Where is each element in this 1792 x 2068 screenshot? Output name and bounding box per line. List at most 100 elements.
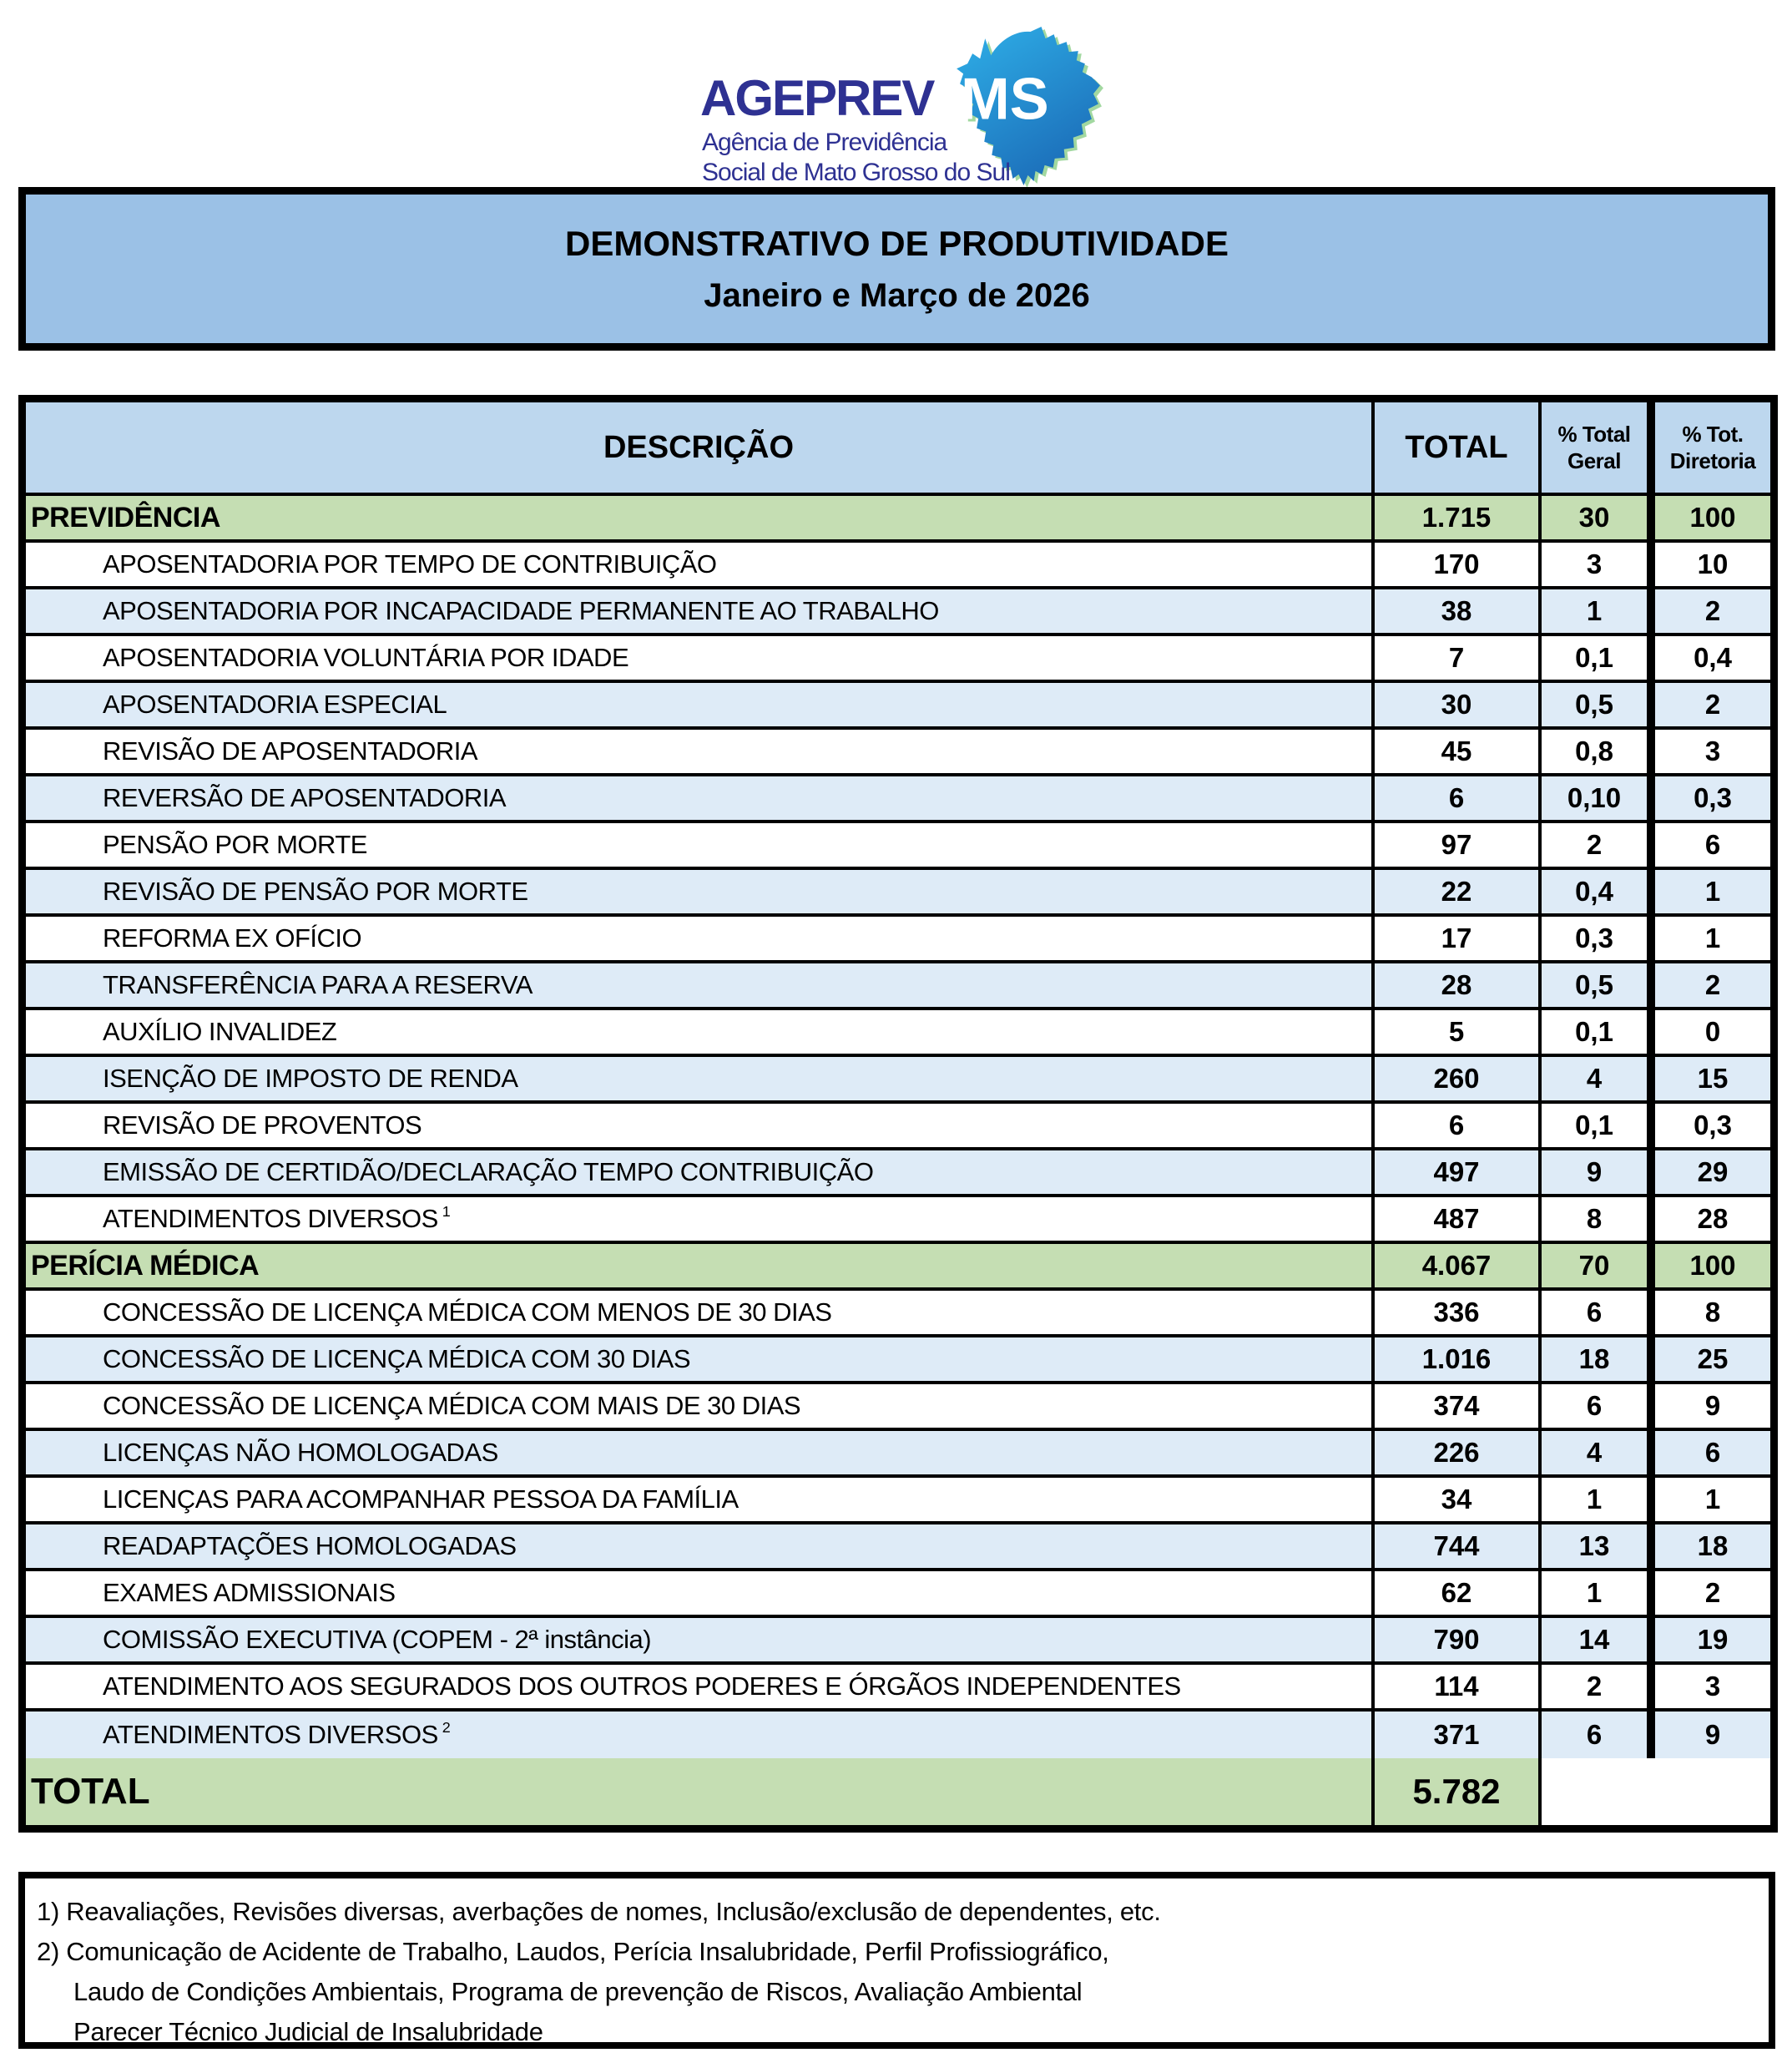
table-row: REVISÃO DE PROVENTOS 6 0,1 0,3 — [26, 1104, 1770, 1150]
total-cell: 1.016 — [1375, 1337, 1542, 1381]
pct-geral-cell: 0,3 — [1542, 917, 1655, 960]
section-row: PREVIDÊNCIA 1.715 30 100 — [26, 496, 1770, 543]
total-cell: 374 — [1375, 1384, 1542, 1428]
total-cell: 6 — [1375, 1104, 1542, 1147]
pct-geral-cell: 1 — [1542, 1571, 1655, 1615]
footnote-line: 2) Comunicação de Acidente de Trabalho, … — [37, 1937, 1109, 1966]
title-banner: DEMONSTRATIVO DE PRODUTIVIDADE Janeiro e… — [18, 187, 1775, 351]
pct-diretoria-cell: 1 — [1704, 876, 1721, 907]
pct-diretoria-cell: 0,3 — [1694, 782, 1732, 813]
descricao-cell: REVISÃO DE APOSENTADORIA — [26, 730, 1375, 773]
header-pct-total-geral: % Total Geral — [1542, 402, 1655, 493]
descricao-cell: ATENDIMENTO AOS SEGURADOS DOS OUTROS POD… — [26, 1665, 1375, 1708]
table-row: ISENÇÃO DE IMPOSTO DE RENDA 260 4 15 — [26, 1057, 1770, 1104]
pct-diretoria-cell: 2 — [1704, 689, 1721, 720]
pct-diretoria-cell: 18 — [1697, 1530, 1729, 1561]
descricao-cell: APOSENTADORIA POR TEMPO DE CONTRIBUIÇÃO — [26, 543, 1375, 586]
pct-geral-cell: 2 — [1542, 1665, 1655, 1708]
pct-geral-cell: 9 — [1542, 1150, 1655, 1194]
table-row: CONCESSÃO DE LICENÇA MÉDICA COM 30 DIAS 1… — [26, 1337, 1770, 1384]
table-row: PENSÃO POR MORTE 97 2 6 — [26, 823, 1770, 870]
descricao-cell: ATENDIMENTOS DIVERSOS 2 — [26, 1712, 1375, 1758]
pct-diretoria-cell: 0 — [1704, 1016, 1721, 1047]
table-row: APOSENTADORIA VOLUNTÁRIA POR IDADE 7 0,1 0,… — [26, 636, 1770, 683]
total-cell: 790 — [1375, 1618, 1542, 1661]
pct-diretoria-cell: 28 — [1697, 1203, 1729, 1234]
pct-diretoria-cell: 3 — [1704, 736, 1721, 766]
total-cell: 371 — [1375, 1712, 1542, 1758]
logo-subtitle-line1: Agência de Previdência — [702, 129, 947, 156]
pct-diretoria-cell: 0,3 — [1694, 1110, 1732, 1140]
pct-diretoria-cell: 19 — [1697, 1624, 1729, 1655]
pct-diretoria-cell: 1 — [1704, 923, 1721, 953]
pct-geral-cell: 2 — [1542, 823, 1655, 867]
pct-diretoria-cell: 15 — [1697, 1063, 1729, 1094]
pct-diretoria-cell: 29 — [1697, 1156, 1729, 1187]
table-row: CONCESSÃO DE LICENÇA MÉDICA COM MAIS DE … — [26, 1384, 1770, 1431]
total-cell: 28 — [1375, 963, 1542, 1007]
table-row: ATENDIMENTO AOS SEGURADOS DOS OUTROS POD… — [26, 1665, 1770, 1712]
table-row: READAPTAÇÕES HOMOLOGADAS 744 13 18 — [26, 1524, 1770, 1571]
total-cell: 487 — [1375, 1197, 1542, 1241]
pct-diretoria-cell: 0,4 — [1694, 642, 1732, 673]
header-pct-tot-diretoria: % Tot. Diretoria — [1655, 402, 1770, 493]
total-cell: 45 — [1375, 730, 1542, 773]
descricao-cell: AUXÍLIO INVALIDEZ — [26, 1010, 1375, 1054]
total-cell: 7 — [1375, 636, 1542, 680]
descricao-cell: REFORMA EX OFÍCIO — [26, 917, 1375, 960]
table-row: REVISÃO DE PENSÃO POR MORTE 22 0,4 1 — [26, 870, 1770, 917]
section-name-cell: PREVIDÊNCIA — [26, 496, 1375, 539]
logo-brand-text: AGEPREV — [700, 70, 935, 126]
total-cell: 5 — [1375, 1010, 1542, 1054]
pct-geral-cell: 0,8 — [1542, 730, 1655, 773]
pct-diretoria-cell: 2 — [1704, 1577, 1721, 1608]
section-pct-geral-cell: 30 — [1542, 496, 1655, 539]
descricao-cell: EXAMES ADMISSIONAIS — [26, 1571, 1375, 1615]
pct-diretoria-cell: 10 — [1697, 549, 1729, 579]
descricao-cell: CONCESSÃO DE LICENÇA MÉDICA COM MENOS DE… — [26, 1291, 1375, 1334]
table-row: EXAMES ADMISSIONAIS 62 1 2 — [26, 1571, 1770, 1618]
pct-geral-cell: 6 — [1542, 1384, 1655, 1428]
table-row: ATENDIMENTOS DIVERSOS 1 487 8 28 — [26, 1197, 1770, 1244]
pct-diretoria-cell: 25 — [1697, 1343, 1729, 1374]
productivity-table: DESCRIÇÃO TOTAL % Total Geral % Tot. Dir… — [18, 395, 1778, 1833]
footnote-lines: 1) Reavaliações, Revisões diversas, aver… — [37, 1892, 1754, 2052]
descricao-cell: TRANSFERÊNCIA PARA A RESERVA — [26, 963, 1375, 1007]
pct-geral-cell: 0,1 — [1542, 636, 1655, 680]
total-cell: 30 — [1375, 683, 1542, 726]
pct-diretoria-cell: 9 — [1704, 1719, 1721, 1750]
table-row: EMISSÃO DE CERTIDÃO/DECLARAÇÃO TEMPO CON… — [26, 1150, 1770, 1197]
section-row: PERÍCIA MÉDICA 4.067 70 100 — [26, 1244, 1770, 1291]
grand-total-value: 5.782 — [1375, 1758, 1542, 1825]
report-title: DEMONSTRATIVO DE PRODUTIVIDADE — [565, 223, 1229, 263]
table-row: APOSENTADORIA POR TEMPO DE CONTRIBUIÇÃO 1… — [26, 543, 1770, 589]
section-pct-diretoria-cell: 100 — [1689, 502, 1736, 533]
pct-geral-cell: 8 — [1542, 1197, 1655, 1241]
pct-diretoria-cell: 6 — [1704, 829, 1721, 860]
pct-diretoria-cell: 2 — [1704, 969, 1721, 1000]
pct-geral-cell: 4 — [1542, 1431, 1655, 1474]
descricao-cell: APOSENTADORIA POR INCAPACIDADE PERMANENT… — [26, 589, 1375, 633]
section-pct-geral-cell: 70 — [1542, 1244, 1655, 1287]
total-cell: 170 — [1375, 543, 1542, 586]
pct-geral-cell: 1 — [1542, 589, 1655, 633]
descricao-cell: CONCESSÃO DE LICENÇA MÉDICA COM 30 DIAS — [26, 1337, 1375, 1381]
descricao-cell: PENSÃO POR MORTE — [26, 823, 1375, 867]
table-row: CONCESSÃO DE LICENÇA MÉDICA COM MENOS DE… — [26, 1291, 1770, 1337]
footnote-ref-marker: 1 — [442, 1202, 451, 1220]
pct-geral-cell: 6 — [1542, 1291, 1655, 1334]
footnote-line: Parecer Técnico Judicial de Insalubridad… — [73, 2017, 543, 2046]
ageprev-logo: MS AGEPREV Agência de Previdência Social… — [697, 5, 1148, 187]
pct-diretoria-cell: 6 — [1704, 1437, 1721, 1468]
total-cell: 336 — [1375, 1291, 1542, 1334]
pct-geral-cell: 14 — [1542, 1618, 1655, 1661]
descricao-cell: LICENÇAS NÃO HOMOLOGADAS — [26, 1431, 1375, 1474]
report-period: Janeiro e Março de 2026 — [704, 276, 1090, 314]
descricao-cell: COMISSÃO EXECUTIVA (COPEM - 2ª instância… — [26, 1618, 1375, 1661]
descricao-cell: REVISÃO DE PROVENTOS — [26, 1104, 1375, 1147]
descricao-cell: READAPTAÇÕES HOMOLOGADAS — [26, 1524, 1375, 1568]
pct-geral-cell: 1 — [1542, 1478, 1655, 1521]
table-row: APOSENTADORIA ESPECIAL 30 0,5 2 — [26, 683, 1770, 730]
footnote-line: Laudo de Condições Ambientais, Programa … — [73, 1977, 1083, 2006]
